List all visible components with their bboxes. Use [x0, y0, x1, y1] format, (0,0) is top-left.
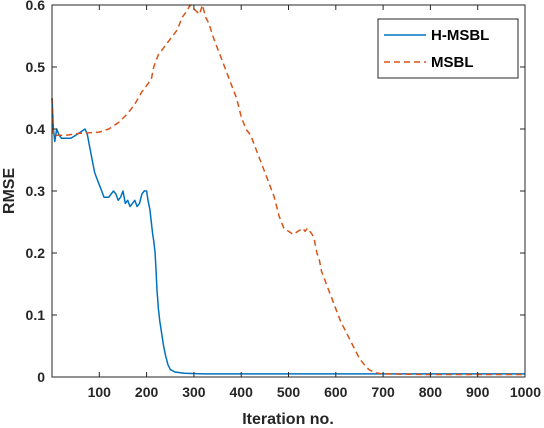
x-tick-label: 500: [277, 384, 301, 400]
x-tick-label: 300: [182, 384, 206, 400]
x-tick-label: 700: [371, 384, 395, 400]
x-tick-label: 400: [230, 384, 254, 400]
x-tick-label: 200: [135, 384, 159, 400]
legend-label-h-msbl: H-MSBL: [431, 27, 489, 44]
series-line-msbl: [51, 4, 525, 376]
x-axis-label: Iteration no.: [242, 411, 334, 428]
y-tick-label: 0.1: [26, 307, 46, 323]
tick-layer: 100 200 300 400 500 600 700 800 900 1000 0 0.1 0.2 0.…: [26, 0, 542, 400]
y-tick-label: 0.4: [26, 121, 46, 137]
y-tick-label: 0: [37, 369, 45, 385]
y-tick-label: 0.5: [26, 59, 46, 75]
y-tick-label: 0.2: [26, 245, 46, 261]
legend-label-msbl: MSBL: [431, 54, 474, 71]
legend-box: [377, 18, 519, 79]
x-tick-label: 1000: [510, 384, 541, 400]
y-tick-label: 0.6: [26, 0, 46, 13]
x-tick-label: 100: [88, 384, 112, 400]
series-layer: [51, 4, 525, 376]
y-tick-label: 0.3: [26, 183, 46, 199]
x-tick-label: 900: [466, 384, 490, 400]
x-tick-label: 600: [324, 384, 348, 400]
legend: H-MSBL MSBL: [377, 18, 519, 79]
x-tick-label: 800: [419, 384, 443, 400]
series-line-h-msbl: [51, 97, 525, 375]
y-axis-label: RMSE: [1, 168, 18, 215]
